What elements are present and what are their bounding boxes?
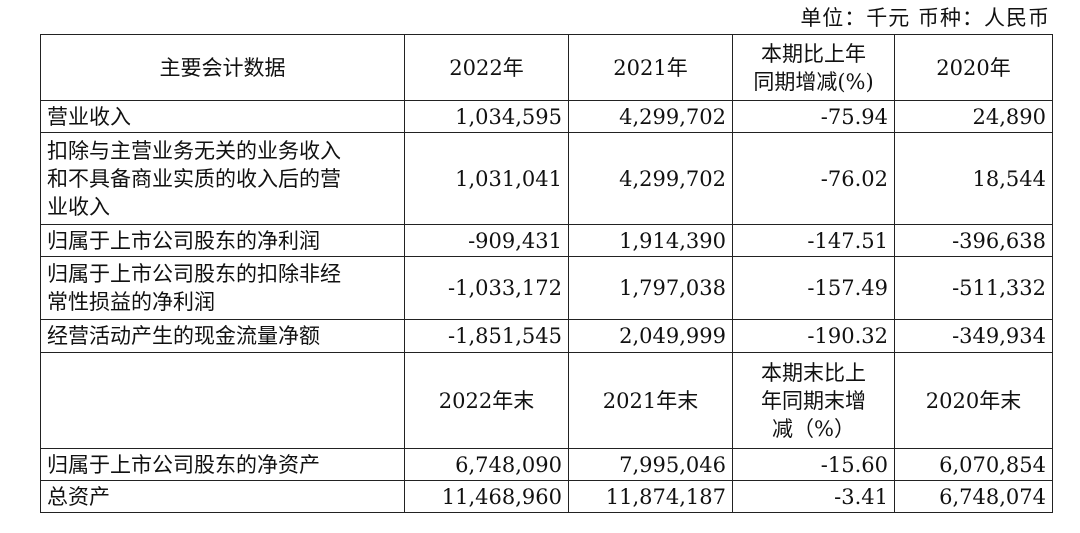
table-row: 营业收入 1,034,595 4,299,702 -75.94 24,890 [40,100,1053,133]
table-row: 归属于上市公司股东的净资产 6,748,090 7,995,046 -15.60… [40,448,1053,481]
table-row: 经营活动产生的现金流量净额 -1,851,545 2,049,999 -190.… [40,319,1053,353]
table-subheader-row: 2022年末 2021年末 本期末比上 年同期末增 减（%） 2020年末 [40,352,1053,449]
row-label: 扣除与主营业务无关的业务收入 和不具备商业实质的收入后的营 业收入 [40,132,405,225]
value-change: -3.41 [732,480,895,513]
header-label-cell: 主要会计数据 [40,34,405,101]
value-2022: -1,033,172 [404,256,569,320]
value-change: -75.94 [732,100,895,133]
value-2020: 18,544 [894,132,1053,225]
row-label: 总资产 [40,480,405,513]
unit-currency-note: 单位：千元 币种：人民币 [800,6,1050,30]
header-2020: 2020年 [894,34,1053,101]
value-change: -147.51 [732,224,895,257]
value-change: -15.60 [732,448,895,481]
table-row: 归属于上市公司股东的扣除非经 常性损益的净利润 -1,033,172 1,797,… [40,256,1053,320]
value-2021: 4,299,702 [568,132,733,225]
value-change: -190.32 [732,319,895,353]
subheader-label-cell [40,352,405,449]
value-2022: 6,748,090 [404,448,569,481]
value-2021: 4,299,702 [568,100,733,133]
value-2022: 11,468,960 [404,480,569,513]
value-2020: 6,070,854 [894,448,1053,481]
subheader-change: 本期末比上 年同期末增 减（%） [732,352,895,449]
key-accounting-data-table: 主要会计数据 2022年 2021年 本期比上年 同期增减(%) 2020年 营业… [40,34,1053,513]
value-2020: 24,890 [894,100,1053,133]
value-2021: 1,797,038 [568,256,733,320]
row-label: 归属于上市公司股东的净资产 [40,448,405,481]
table-row: 总资产 11,468,960 11,874,187 -3.41 6,748,07… [40,480,1053,513]
table-row: 扣除与主营业务无关的业务收入 和不具备商业实质的收入后的营 业收入 1,031,04… [40,132,1053,225]
row-label: 归属于上市公司股东的扣除非经 常性损益的净利润 [40,256,405,320]
subheader-2021-end: 2021年末 [568,352,733,449]
value-2020: -511,332 [894,256,1053,320]
value-2020: 6,748,074 [894,480,1053,513]
value-2022: -1,851,545 [404,319,569,353]
value-2021: 2,049,999 [568,319,733,353]
subheader-2020-end: 2020年末 [894,352,1053,449]
header-change: 本期比上年 同期增减(%) [732,34,895,101]
value-2021: 1,914,390 [568,224,733,257]
value-2022: -909,431 [404,224,569,257]
table-row: 归属于上市公司股东的净利润 -909,431 1,914,390 -147.51… [40,224,1053,257]
row-label: 经营活动产生的现金流量净额 [40,319,405,353]
value-2022: 1,031,041 [404,132,569,225]
row-label: 营业收入 [40,100,405,133]
table-header-row: 主要会计数据 2022年 2021年 本期比上年 同期增减(%) 2020年 [40,34,1053,101]
value-2021: 11,874,187 [568,480,733,513]
value-change: -76.02 [732,132,895,225]
value-2020: -396,638 [894,224,1053,257]
subheader-2022-end: 2022年末 [404,352,569,449]
header-2021: 2021年 [568,34,733,101]
value-2020: -349,934 [894,319,1053,353]
header-2022: 2022年 [404,34,569,101]
value-change: -157.49 [732,256,895,320]
row-label: 归属于上市公司股东的净利润 [40,224,405,257]
value-2022: 1,034,595 [404,100,569,133]
value-2021: 7,995,046 [568,448,733,481]
